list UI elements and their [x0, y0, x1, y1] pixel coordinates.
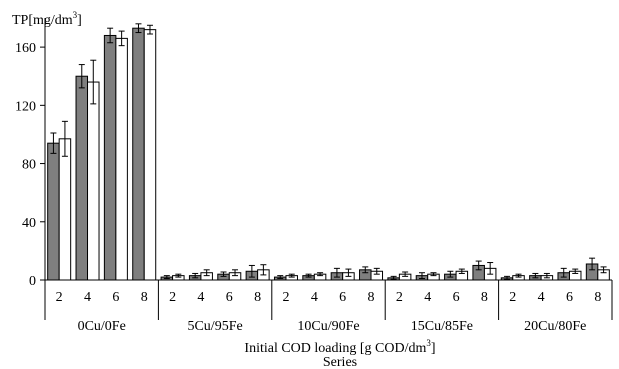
y-tick-label: 0	[29, 274, 36, 289]
x-tick-label: 6	[453, 290, 460, 305]
x-tick-label: 6	[226, 290, 233, 305]
y-tick-label: 40	[22, 216, 36, 231]
bar	[59, 139, 71, 280]
x-tick-label: 6	[112, 290, 119, 305]
x-tick-label: 2	[509, 290, 516, 305]
group-label: 15Cu/85Fe	[411, 319, 473, 334]
group-label: 20Cu/80Fe	[524, 319, 586, 334]
bar	[76, 76, 88, 280]
x-tick-label: 2	[56, 290, 63, 305]
x-tick-label: 4	[538, 290, 545, 305]
x-tick-label: 4	[424, 290, 431, 305]
y-tick-label: 80	[22, 158, 36, 173]
x-tick-label: 8	[481, 290, 488, 305]
bar	[133, 28, 145, 280]
bar	[116, 38, 128, 280]
x-tick-label: 2	[169, 290, 176, 305]
x-axis-sublabel: Series	[323, 355, 357, 369]
x-tick-label: 6	[339, 290, 346, 305]
x-tick-label: 4	[84, 290, 91, 305]
group-label: 5Cu/95Fe	[187, 319, 242, 334]
x-tick-label: 2	[282, 290, 289, 305]
bar	[104, 35, 116, 280]
bar	[88, 82, 100, 280]
x-tick-label: 8	[368, 290, 375, 305]
group-label: 0Cu/0Fe	[78, 319, 126, 334]
y-axis-label: TP[mg/dm3]	[12, 10, 82, 28]
y-tick-label: 120	[15, 99, 36, 114]
x-tick-label: 4	[311, 290, 318, 305]
bar	[48, 143, 60, 280]
x-tick-label: 8	[254, 290, 261, 305]
x-tick-label: 2	[396, 290, 403, 305]
x-tick-label: 8	[594, 290, 601, 305]
bar	[144, 30, 156, 280]
y-tick-label: 160	[15, 41, 36, 56]
x-tick-label: 6	[566, 290, 573, 305]
plot-area: 0 40 80 120 160 2 4 6 8 0Cu/0Fe 2 4 6 8 5Cu/95Fe 2 4 6 8 10…	[15, 18, 612, 334]
x-tick-label: 4	[197, 290, 204, 305]
x-axis-label: Initial COD loading [g COD/dm3]	[244, 338, 435, 356]
x-tick-label: 8	[141, 290, 148, 305]
group-label: 10Cu/90Fe	[297, 319, 359, 334]
